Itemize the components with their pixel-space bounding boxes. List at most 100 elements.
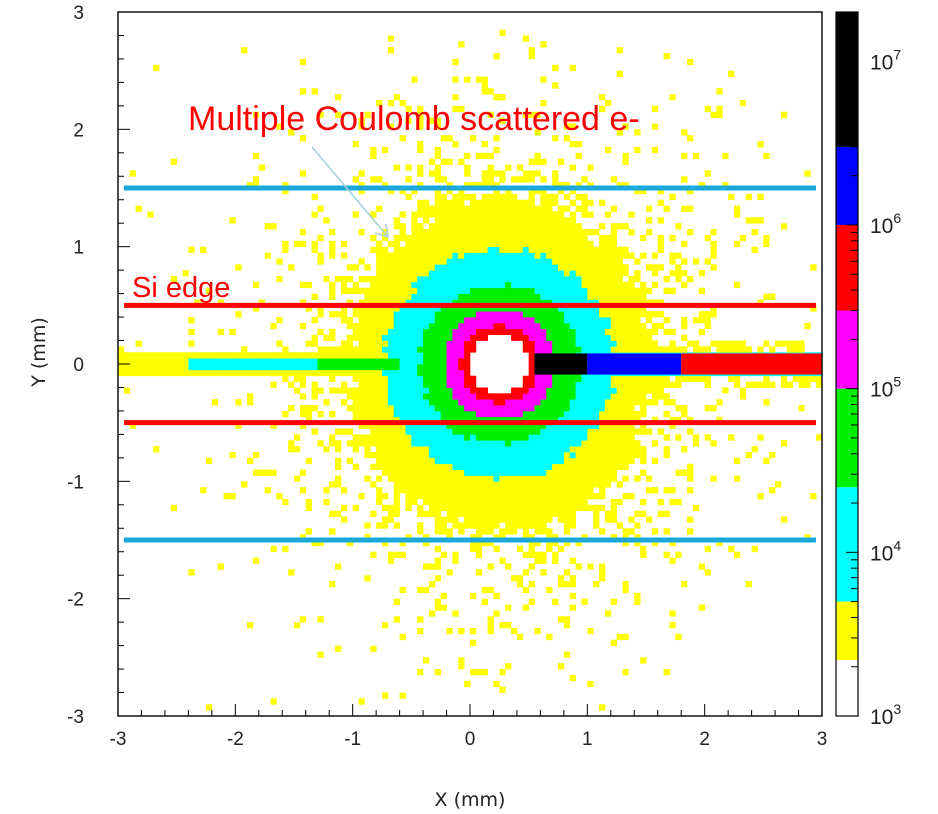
heat-cell: [681, 446, 688, 453]
heat-cell: [475, 217, 483, 224]
x-tick-label: -1: [344, 729, 361, 750]
heat-cell: [270, 545, 277, 553]
heat-cell: [434, 234, 442, 242]
heat-cell: [798, 405, 805, 412]
heat-cell: [458, 364, 465, 371]
heat-cell: [470, 393, 477, 400]
heat-cell: [464, 446, 471, 453]
heat-cell: [546, 504, 553, 512]
heat-cell: [434, 557, 442, 564]
heat-cell: [487, 504, 494, 512]
heat-cell: [446, 340, 453, 347]
heat-cell: [252, 557, 260, 564]
heat-cell: [616, 129, 623, 136]
heat-cell: [428, 440, 436, 447]
heat-cell: [528, 276, 535, 283]
heat-cell: [188, 569, 195, 576]
heat-cell: [522, 211, 530, 218]
heat-cell: [604, 405, 612, 412]
heat-cell: [370, 234, 377, 242]
heat-cell: [411, 352, 418, 359]
heat-cell: [534, 434, 541, 441]
heat-cell: [593, 463, 600, 470]
heat-cell: [622, 434, 629, 441]
heat-cell: [739, 393, 747, 400]
heat-cell: [475, 334, 483, 341]
heat-cell: [593, 416, 600, 424]
heat-cell: [563, 182, 571, 189]
heat-cell: [182, 364, 189, 371]
heat-cell: [534, 252, 541, 259]
heat-cell: [593, 340, 600, 347]
heat-cell: [734, 340, 741, 347]
heat-cell: [299, 375, 307, 382]
heat-cell: [399, 317, 406, 324]
heat-cell: [604, 293, 612, 300]
heat-cell: [376, 281, 383, 289]
heat-cell: [376, 446, 383, 453]
heat-cell: [563, 322, 571, 330]
heat-cell: [393, 322, 400, 330]
heat-cell: [387, 399, 395, 406]
heat-cell: [464, 346, 471, 353]
heat-cell: [616, 387, 623, 394]
heat-cell: [651, 399, 659, 406]
heat-cell: [364, 299, 371, 306]
heat-cell: [288, 369, 295, 377]
heat-cell: [558, 311, 565, 318]
heat-cell: [516, 633, 524, 641]
heat-cell: [651, 105, 659, 113]
heat-cell: [434, 434, 442, 441]
heat-cell: [816, 381, 823, 388]
heat-cell: [610, 510, 618, 517]
heat-cell: [604, 340, 612, 347]
heat-cell: [528, 170, 535, 177]
heat-cell: [370, 246, 377, 253]
heat-cell: [522, 493, 530, 500]
heat-cell: [376, 393, 383, 400]
heat-cell: [528, 416, 535, 424]
heat-cell: [258, 469, 266, 476]
heat-cell: [534, 428, 541, 435]
heat-cell: [493, 481, 500, 488]
heat-cell: [569, 299, 576, 306]
heat-cell: [294, 387, 301, 394]
heat-cell: [522, 399, 530, 406]
heat-cell: [211, 364, 219, 371]
heat-cell: [481, 528, 488, 535]
heat-cell: [528, 53, 535, 60]
heat-cell: [264, 469, 271, 476]
heat-cell: [475, 481, 483, 488]
heat-cell: [587, 563, 594, 570]
heat-cell: [382, 146, 389, 154]
heat-cell: [411, 293, 418, 300]
heat-cell: [657, 188, 664, 195]
heat-cell: [616, 416, 623, 424]
heat-cell: [581, 240, 588, 248]
heat-cell: [464, 510, 471, 517]
heat-cell: [405, 270, 412, 277]
heat-cell: [640, 422, 647, 429]
heat-cell: [387, 393, 395, 400]
heat-cell: [493, 504, 500, 512]
heat-cell: [428, 504, 436, 512]
heat-cell: [522, 422, 530, 429]
heat-cell: [376, 340, 383, 347]
heat-cell: [516, 223, 524, 230]
heat-cell: [164, 358, 172, 365]
heat-cell: [270, 352, 277, 359]
heat-cell: [458, 211, 465, 218]
heat-cell: [516, 258, 524, 265]
heat-cell: [352, 399, 359, 406]
heat-cell: [452, 487, 459, 494]
heat-cell: [610, 534, 618, 541]
heat-cell: [475, 434, 483, 441]
heat-cell: [323, 364, 330, 371]
heat-cell: [417, 258, 424, 265]
heat-cell: [481, 522, 488, 529]
heat-cell: [569, 410, 576, 418]
heat-cell: [716, 416, 723, 424]
heat-cell: [593, 475, 600, 482]
heat-cell: [440, 393, 447, 400]
heat-cell: [552, 393, 559, 400]
